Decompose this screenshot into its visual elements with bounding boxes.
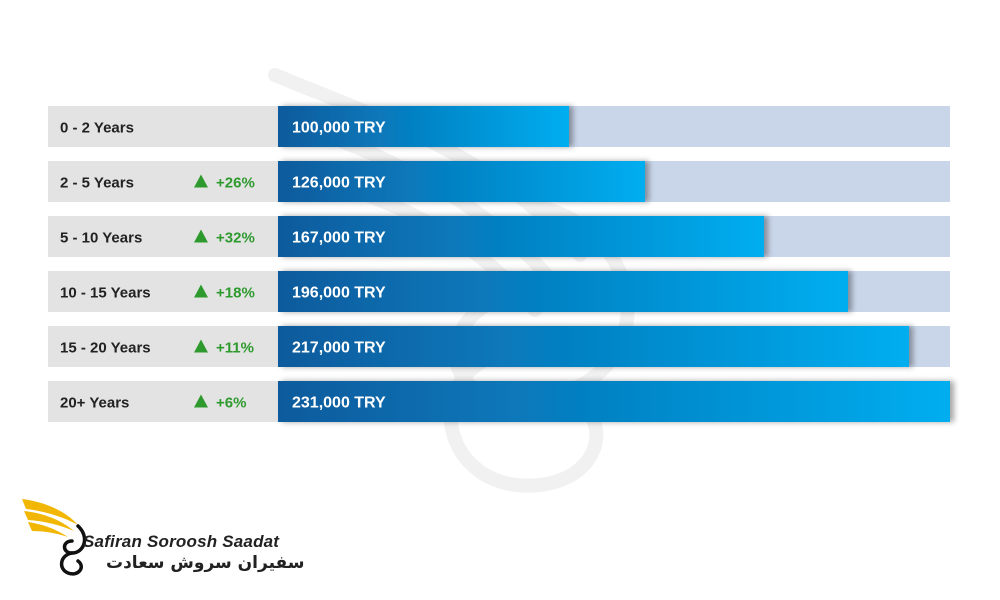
bar-value-label: 100,000 TRY	[292, 120, 386, 137]
change-percent: +11%	[216, 340, 254, 357]
brand-name-en: Safiran Soroosh Saadat	[83, 532, 280, 551]
bar	[278, 161, 645, 202]
category-label-bg	[48, 326, 278, 367]
up-arrow-icon	[194, 339, 208, 353]
bar	[278, 326, 909, 367]
category-label: 2 - 5 Years	[60, 175, 134, 192]
category-label: 20+ Years	[60, 395, 129, 412]
brand-logo: Safiran Soroosh Saadat سفیران سروش سعادت	[20, 493, 304, 583]
category-label: 10 - 15 Years	[60, 285, 151, 302]
change-percent: +26%	[216, 175, 255, 192]
change-percent: +6%	[216, 395, 246, 412]
category-label-bg	[48, 271, 278, 312]
bar	[278, 381, 950, 422]
category-label-bg	[48, 216, 278, 257]
bar	[278, 271, 848, 312]
bar-value-label: 196,000 TRY	[292, 285, 386, 302]
category-label-bg	[48, 106, 278, 147]
bar	[278, 106, 569, 147]
change-percent: +18%	[216, 285, 255, 302]
bar-value-label: 126,000 TRY	[292, 175, 386, 192]
up-arrow-icon	[194, 174, 208, 188]
up-arrow-icon	[194, 394, 208, 408]
category-label-bg	[48, 161, 278, 202]
category-label: 0 - 2 Years	[60, 120, 134, 137]
wing-icon	[22, 499, 87, 576]
category-label-bg	[48, 381, 278, 422]
bar-value-label: 217,000 TRY	[292, 340, 386, 357]
category-label: 15 - 20 Years	[60, 340, 151, 357]
brand-name-fa: سفیران سروش سعادت	[106, 553, 305, 573]
up-arrow-icon	[194, 229, 208, 243]
up-arrow-icon	[194, 284, 208, 298]
bar	[278, 216, 764, 257]
bar-value-label: 167,000 TRY	[292, 230, 386, 247]
category-label: 5 - 10 Years	[60, 230, 142, 247]
bar-value-label: 231,000 TRY	[292, 395, 386, 412]
change-percent: +32%	[216, 230, 255, 247]
